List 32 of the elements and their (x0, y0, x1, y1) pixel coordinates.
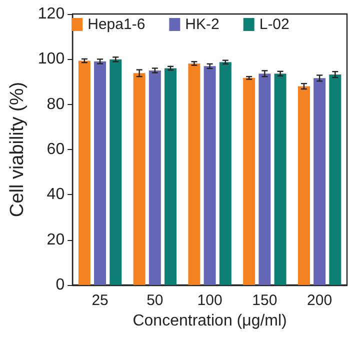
y-tick-label: 0 (56, 276, 65, 294)
bar (274, 74, 286, 285)
bar (78, 60, 90, 285)
x-tick-label: 25 (92, 292, 108, 309)
legend-label: Hepa1-6 (88, 16, 146, 33)
y-axis-title: Cell viability (%) (7, 82, 28, 218)
bar (188, 63, 200, 285)
bar (94, 61, 106, 285)
y-tick-label: 40 (46, 186, 65, 204)
y-tick-label: 20 (46, 231, 65, 248)
y-tick-label: 120 (38, 6, 65, 22)
bar (258, 74, 271, 285)
y-tick-label: 100 (38, 50, 65, 68)
bar (110, 59, 122, 285)
bar (219, 62, 232, 285)
bar (329, 74, 342, 285)
legend-label: HK-2 (185, 16, 220, 33)
x-tick-label: 100 (197, 292, 222, 309)
x-tick-label: 150 (252, 292, 278, 309)
bar (148, 70, 161, 285)
bar (243, 78, 256, 285)
bar (298, 86, 310, 285)
legend-label: L-02 (259, 16, 290, 33)
x-axis-title: Concentration (μg/ml) (132, 312, 287, 330)
bar (204, 66, 216, 285)
x-tick-label: 200 (307, 292, 332, 309)
y-tick-label: 60 (46, 141, 65, 158)
bar (133, 73, 146, 285)
bar (314, 78, 326, 285)
y-tick-label: 80 (46, 96, 65, 113)
bar (164, 68, 177, 285)
x-tick-label: 50 (146, 292, 164, 309)
